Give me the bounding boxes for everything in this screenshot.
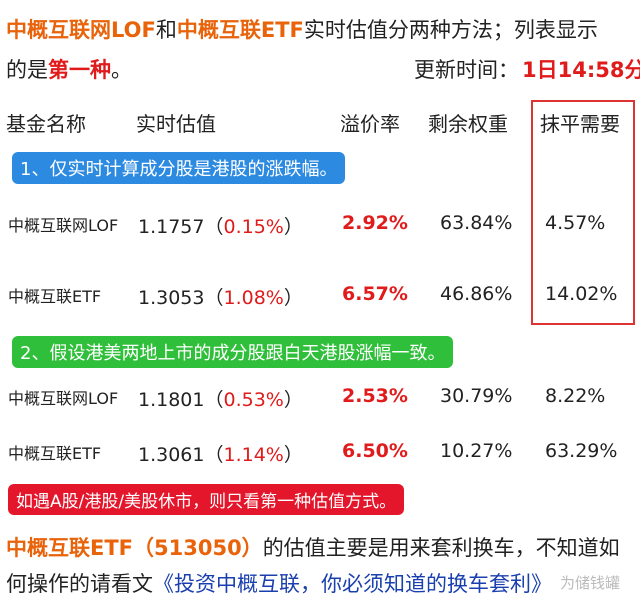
footer-line: 中概互联ETF（513050）的估值主要是用来套利换车，不知道如 [6,532,620,562]
section-label: 1、仅实时计算成分股是港股的涨跌幅。 [12,152,346,184]
text-run: 第一种 [48,58,111,82]
needed: 14.02% [545,283,618,305]
column-header: 剩余权重 [428,112,508,136]
text-run: 中概互联ETF [176,18,304,42]
estimate-part: 1.14% [223,444,284,466]
text-run: 中概互联网LOF [6,18,156,42]
fund-name: 中概互联ETF [8,444,102,463]
estimate: 1.1757（0.15%） [138,212,303,239]
watermark: 为储钱罐 [560,574,621,592]
weight: 63.84% [440,212,513,234]
update-label: 更新时间： [414,58,519,82]
weight: 10.27% [440,440,513,462]
text-run: 。 [111,58,132,82]
text-run: 和 [155,18,177,42]
estimate: 1.3061（1.14%） [138,440,303,467]
notice: 如遇A股/港股/美股休市，则只看第一种估值方式。 [8,484,405,515]
estimate: 1.3053（1.08%） [138,283,303,310]
column-header: 基金名称 [6,112,86,136]
needed: 63.29% [545,440,618,462]
estimate-part: 0.15% [223,216,284,238]
weight: 30.79% [440,385,513,407]
estimate-part: 1.1801（ [138,389,224,411]
section-label: 2、假设港美两地上市的成分股跟白天港股涨幅一致。 [12,336,454,368]
premium: 6.57% [342,283,408,305]
text-run: 实时估值分两种方法；列表显示 [303,18,598,42]
estimate: 1.1801（0.53%） [138,385,303,412]
intro-line: 中概互联网LOF和中概互联ETF实时估值分两种方法；列表显示 [6,14,598,44]
text-run[interactable]: 《投资中概互联，你必须知道的换车套利》 [153,572,552,596]
needed: 8.22% [545,385,606,407]
highlight-box [531,100,635,325]
column-header: 溢价率 [340,112,400,136]
estimate-part: ） [283,216,303,238]
premium: 6.50% [342,440,408,462]
column-header: 实时估值 [136,112,216,136]
intro-line: 的是第一种。 [6,54,132,84]
text-run: 何操作的请看文 [6,572,153,596]
estimate-part: 1.3053（ [138,287,224,309]
needed: 4.57% [545,212,606,234]
estimate-part: 1.3061（ [138,444,224,466]
text-run: 中概互联ETF（513050） [6,536,263,560]
text-run: 的是 [6,58,48,82]
update-time: 1日14:58分 [522,58,640,82]
text-run: 的估值主要是用来套利换车，不知道如 [262,536,620,560]
estimate-part: ） [283,444,303,466]
premium: 2.53% [342,385,408,407]
estimate-part: 1.1757（ [138,216,224,238]
premium: 2.92% [342,212,408,234]
estimate-part: ） [283,389,303,411]
footer-line: 何操作的请看文《投资中概互联，你必须知道的换车套利》 [6,568,552,598]
fund-name: 中概互联网LOF [8,216,119,235]
column-header: 抹平需要 [540,112,620,136]
estimate-part: 0.53% [223,389,284,411]
fund-name: 中概互联ETF [8,287,102,306]
weight: 46.86% [440,283,513,305]
fund-name: 中概互联网LOF [8,389,119,408]
estimate-part: 1.08% [223,287,284,309]
estimate-part: ） [283,287,303,309]
